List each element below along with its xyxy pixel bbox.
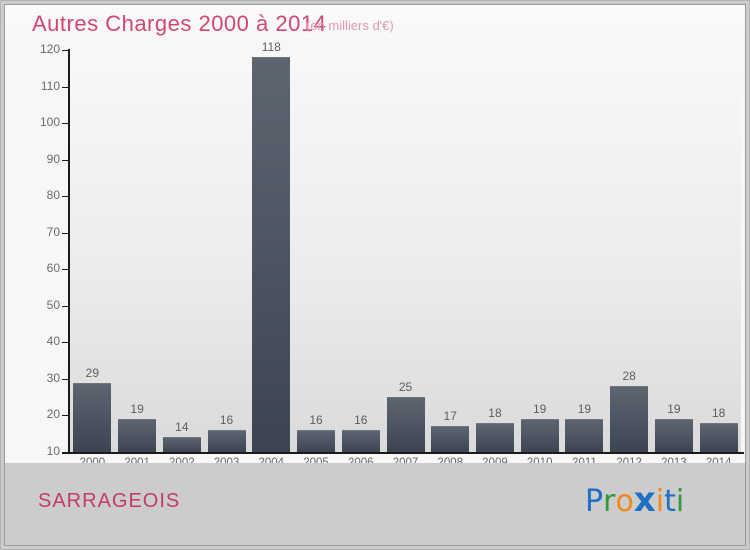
commune-name: SARRAGEOIS [38,490,181,512]
bar-value-label: 14 [175,420,189,435]
y-axis-tick-label: 10 [46,444,60,458]
y-axis-line [68,49,70,454]
y-axis-tick [62,232,69,234]
bar-value-label: 18 [711,405,726,420]
y-axis-tick-label: 20 [46,407,60,422]
logo-letter-t: t [664,484,676,519]
proxiti-logo[interactable]: Proxiti [585,483,684,517]
bar-value-label: 29 [85,365,100,380]
y-axis-tick [62,452,69,453]
y-axis-tick [62,196,69,198]
y-axis-tick-label: 30 [46,370,60,385]
logo-letter-p: P [585,484,604,519]
y-axis-tick-label: 90 [46,151,60,166]
y-axis-tick-label: 70 [46,224,60,239]
bar [610,386,649,452]
y-axis-tick-label: 120 [39,42,60,56]
bar-value-label: 16 [309,413,323,428]
bar-value-label: 17 [443,409,457,424]
y-axis-tick-label: 50 [46,297,60,312]
footer: SARRAGEOIS Proxiti [5,463,745,545]
bar-value-label: 19 [577,402,592,417]
bar [162,437,201,452]
bar-value-label: 25 [398,380,413,395]
bar-value-label: 19 [667,402,681,417]
bar [118,419,157,452]
title-band: Autres Charges 2000 à 2014 (en milliers … [5,5,745,43]
y-axis-tick [62,50,69,51]
logo-letter-i2: i [675,484,685,519]
y-axis-tick [62,159,69,161]
bar [654,419,693,452]
bar-value-label: 28 [622,369,636,384]
bar [475,422,514,452]
y-axis-tick [62,86,69,88]
bar-value-label: 19 [533,402,547,417]
y-axis-tick [62,269,69,271]
bar-value-label: 16 [354,413,368,428]
page-title: Autres Charges 2000 à 2014 [32,11,327,36]
logo-letter-x: x [633,480,656,520]
y-axis-tick-label: 40 [46,334,60,349]
x-axis-line [62,452,744,454]
y-axis-tick [62,378,69,380]
bar [297,430,336,452]
bar [207,430,246,452]
bar-value-label: 19 [130,402,144,417]
bar-value-label: 118 [261,40,281,55]
y-axis-tick [62,123,69,125]
logo-letter-i1: i [655,484,665,519]
bar [699,422,738,452]
bar [252,57,291,452]
y-axis-tick [62,415,69,417]
plot-wrapper: 10 20 30 40 50 60 70 80 90 100 110 120 29 19 14 16 118 1… [5,40,745,469]
logo-letter-o: o [615,484,634,519]
bar [565,419,604,452]
bar [341,430,380,452]
chart-subtitle: (en milliers d'€) [306,18,394,33]
bar [73,382,112,452]
bar [386,397,425,452]
bar-value-label: 16 [219,413,234,428]
y-axis-tick-label: 80 [46,188,60,203]
y-axis-tick-label: 60 [46,261,60,276]
y-axis-tick-label: 110 [40,78,60,93]
bar-value-label: 18 [488,405,502,420]
y-axis-tick [62,305,69,307]
bar [431,426,470,452]
y-axis-tick-label: 100 [39,115,60,130]
logo-letter-r: r [603,484,616,519]
bar [520,419,559,452]
y-axis-tick [62,342,69,344]
